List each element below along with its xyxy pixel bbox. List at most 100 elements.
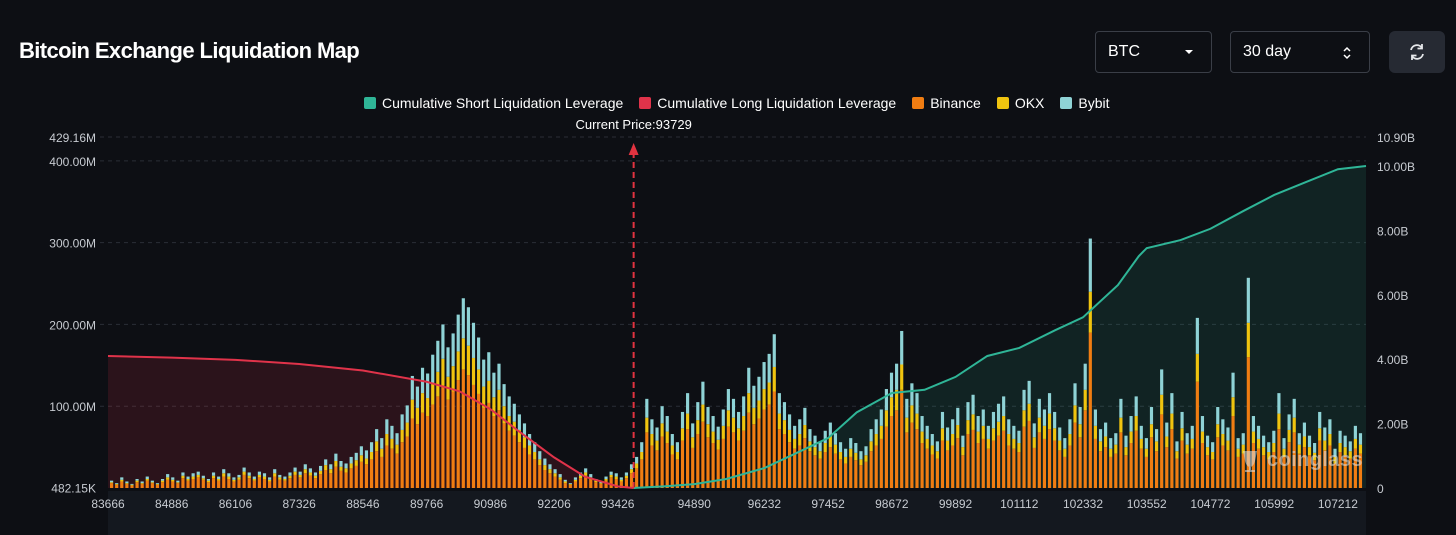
bar-okx xyxy=(1313,452,1317,461)
coin-select[interactable]: BTC xyxy=(1095,31,1212,73)
bar-binance xyxy=(782,434,787,488)
range-select[interactable]: 30 day xyxy=(1230,31,1370,73)
bar-okx xyxy=(1246,322,1250,358)
bar-okx xyxy=(227,476,231,480)
bar-okx xyxy=(798,434,802,446)
bar-binance xyxy=(1318,440,1322,488)
bar-bybit xyxy=(864,446,868,456)
x-tick-label: 90986 xyxy=(474,497,508,511)
bar-bybit xyxy=(415,386,420,408)
bar-okx xyxy=(1277,413,1281,430)
bar-binance xyxy=(629,473,634,488)
bar-binance xyxy=(548,473,552,488)
x-tick-label: 92206 xyxy=(537,497,571,511)
bar-binance xyxy=(935,458,939,488)
bar-bybit xyxy=(645,398,649,418)
refresh-button[interactable] xyxy=(1389,31,1445,73)
bar-bybit xyxy=(400,414,404,430)
bar-bybit xyxy=(900,330,904,365)
bar-binance xyxy=(1160,414,1164,488)
bar-bybit xyxy=(308,468,312,473)
bar-bybit xyxy=(1185,433,1189,445)
bar-binance xyxy=(716,449,720,488)
bar-bybit xyxy=(670,434,674,446)
bar-bybit xyxy=(313,472,318,476)
bar-okx xyxy=(1353,438,1357,449)
legend-label-bybit: Bybit xyxy=(1078,95,1110,111)
bar-bybit xyxy=(441,324,445,359)
bar-bybit xyxy=(711,416,715,432)
y-left-tick-label: 100.00M xyxy=(49,400,96,414)
legend-item-binance[interactable]: Binance xyxy=(912,95,981,111)
bar-binance xyxy=(1175,458,1179,488)
bar-okx xyxy=(1302,436,1306,448)
bar-binance xyxy=(813,455,817,488)
bar-binance xyxy=(232,481,236,488)
bar-binance xyxy=(889,416,894,488)
legend-item-short[interactable]: Cumulative Short Liquidation Leverage xyxy=(364,95,623,111)
bar-bybit xyxy=(222,469,226,474)
bar-binance xyxy=(186,480,190,488)
bar-bybit xyxy=(584,468,588,473)
bar-binance xyxy=(477,393,481,488)
bar-binance xyxy=(844,463,848,488)
legend-item-okx[interactable]: OKX xyxy=(996,95,1044,111)
bar-bybit xyxy=(303,464,307,470)
bar-binance xyxy=(1328,445,1332,488)
bar-okx xyxy=(1282,448,1286,457)
up-down-chevron-icon xyxy=(1343,46,1351,60)
bar-okx xyxy=(497,389,501,411)
bar-okx xyxy=(273,473,277,477)
bar-bybit xyxy=(966,402,970,421)
bar-bybit xyxy=(1037,398,1041,418)
bar-binance xyxy=(1134,430,1138,488)
bar-binance xyxy=(431,404,435,488)
bar-okx xyxy=(716,439,720,450)
bar-binance xyxy=(874,445,878,488)
bar-binance xyxy=(1262,455,1266,488)
bar-bybit xyxy=(176,480,180,483)
bar-okx xyxy=(1205,447,1210,456)
bar-okx xyxy=(1241,444,1245,454)
bar-binance xyxy=(793,448,797,488)
bar-binance xyxy=(787,442,792,488)
bar-binance xyxy=(1053,440,1057,488)
bar-binance xyxy=(375,451,379,488)
bar-binance xyxy=(293,474,297,488)
bar-binance xyxy=(1221,445,1225,488)
bar-bybit xyxy=(833,433,838,445)
bar-binance xyxy=(1114,453,1118,488)
bar-okx xyxy=(1231,397,1235,417)
legend-item-bybit[interactable]: Bybit xyxy=(1060,95,1110,111)
bar-bybit xyxy=(1292,398,1296,418)
x-tick-label: 103552 xyxy=(1127,497,1167,511)
bar-bybit xyxy=(604,476,608,480)
bar-bybit xyxy=(125,481,129,484)
bar-bybit xyxy=(956,407,960,426)
bar-binance xyxy=(1073,422,1077,488)
bar-okx xyxy=(140,483,144,484)
bar-okx xyxy=(482,386,486,408)
bar-okx xyxy=(1287,429,1291,443)
y-right-tick-label: 8.00B xyxy=(1377,224,1408,238)
bar-bybit xyxy=(410,375,414,400)
bar-okx xyxy=(1032,437,1036,448)
bar-okx xyxy=(762,389,766,410)
bar-binance xyxy=(1017,452,1021,488)
refresh-icon xyxy=(1410,44,1424,60)
bar-bybit xyxy=(905,398,909,418)
bar-bybit xyxy=(986,425,990,439)
bar-binance xyxy=(1012,448,1016,488)
bar-okx xyxy=(1236,448,1240,457)
bar-bybit xyxy=(1063,438,1067,449)
bar-okx xyxy=(859,459,863,466)
bar-okx xyxy=(991,428,996,441)
legend-item-long[interactable]: Cumulative Long Liquidation Leverage xyxy=(639,95,896,111)
y-left-tick-label: 300.00M xyxy=(49,237,96,251)
bar-bybit xyxy=(1160,369,1164,395)
bar-bybit xyxy=(201,475,205,479)
bar-binance xyxy=(1063,456,1067,488)
bar-bybit xyxy=(701,381,705,405)
bar-bybit xyxy=(181,472,185,476)
